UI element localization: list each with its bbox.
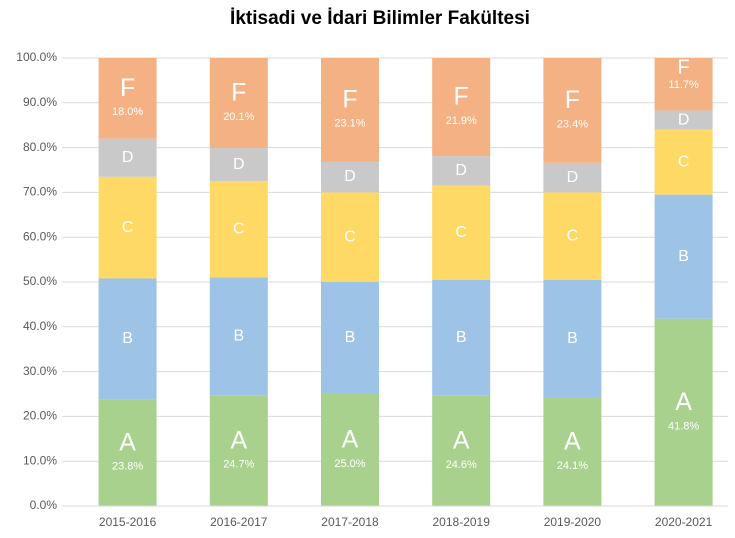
bar-segment [209,277,268,396]
y-tick-label: 50.0% [23,274,57,288]
segment-name: D [678,111,690,128]
segment-name: A [119,428,136,456]
segment-name: A [564,428,581,456]
bar-segment [432,58,491,157]
segment-name: F [677,56,689,78]
segment-name: B [678,248,689,265]
value-label: 11.7% [668,79,699,91]
segment-name: B [567,330,578,347]
bar-segment [209,148,268,182]
x-tick-label: 2016-2017 [210,515,268,529]
bar-segment [543,279,602,399]
y-tick-label: 70.0% [23,185,57,199]
bar-segment [98,278,157,400]
bar-segment [98,399,157,506]
segment-name: D [455,162,467,179]
segment-name: D [122,149,134,166]
y-tick-label: 80.0% [23,140,57,154]
bar-segment [654,110,713,130]
bar-segment [543,192,602,280]
segment-name: F [454,83,469,111]
y-tick-label: 40.0% [23,319,57,333]
bar-segment [321,192,379,282]
segment-name: B [233,328,244,345]
segment-name: F [120,74,135,102]
bar-segment [209,58,268,149]
segment-name: F [231,79,246,107]
x-tick-label: 2015-2016 [99,515,157,529]
y-tick-label: 60.0% [23,229,57,243]
value-label: 25.0% [334,458,365,470]
bar-segment [432,395,491,506]
bar-segment [432,185,491,280]
bar-segment [321,394,379,506]
bar-segment [543,162,602,193]
bar-segment [654,194,713,319]
x-tick-label: 2019-2020 [544,515,602,529]
bar-segment [432,279,491,396]
segment-name: C [122,219,134,236]
x-tick-label: 2017-2018 [321,515,379,529]
bar-segment [543,398,602,506]
x-tick-label: 2020-2021 [655,515,713,529]
y-tick-label: 0.0% [30,498,58,512]
value-label: 23.8% [112,461,143,473]
segment-name: A [342,426,359,454]
value-label: 24.6% [446,459,477,471]
segment-name: C [233,221,245,238]
segment-name: A [453,427,470,455]
segment-name: C [678,153,690,170]
bar-segment [654,58,713,111]
segment-name: A [675,388,692,416]
segment-name: D [233,156,245,173]
bar-segment [98,176,157,279]
value-label: 24.7% [223,459,254,471]
segment-name: B [456,329,467,346]
bar-segment [432,156,491,186]
value-label: 21.9% [446,115,477,127]
bar-segment [98,138,157,177]
segment-name: C [344,228,356,245]
bar-segment [321,58,379,162]
chart-title: İktisadi ve İdari Bilimler Fakültesi [230,8,530,29]
segment-name: A [230,426,247,454]
segment-name: C [455,224,467,241]
segment-name: B [345,329,356,346]
bar-segment [654,318,713,506]
bar-segment [209,181,268,278]
y-tick-label: 30.0% [23,364,57,378]
value-label: 20.1% [223,111,254,123]
value-label: 18.0% [112,106,143,118]
segment-name: D [567,169,579,186]
bar-segment [654,129,713,195]
bar-segment [209,395,268,506]
segment-name: F [342,85,357,113]
bar-segment [321,282,379,394]
segment-name: C [567,227,579,244]
y-tick-label: 20.0% [23,409,57,423]
value-label: 23.1% [334,118,365,130]
value-label: 24.1% [557,460,588,472]
y-tick-label: 90.0% [23,95,57,109]
bar-segment [98,58,157,139]
value-label: 41.8% [668,420,699,432]
segment-name: F [565,86,580,114]
segment-name: B [122,330,133,347]
bar-segment [543,58,602,163]
y-tick-label: 10.0% [23,453,57,467]
bar-segment [321,161,379,193]
x-tick-label: 2018-2019 [433,515,491,529]
y-tick-label: 100.0% [16,50,57,64]
segment-name: D [344,168,356,185]
value-label: 23.4% [557,118,588,130]
